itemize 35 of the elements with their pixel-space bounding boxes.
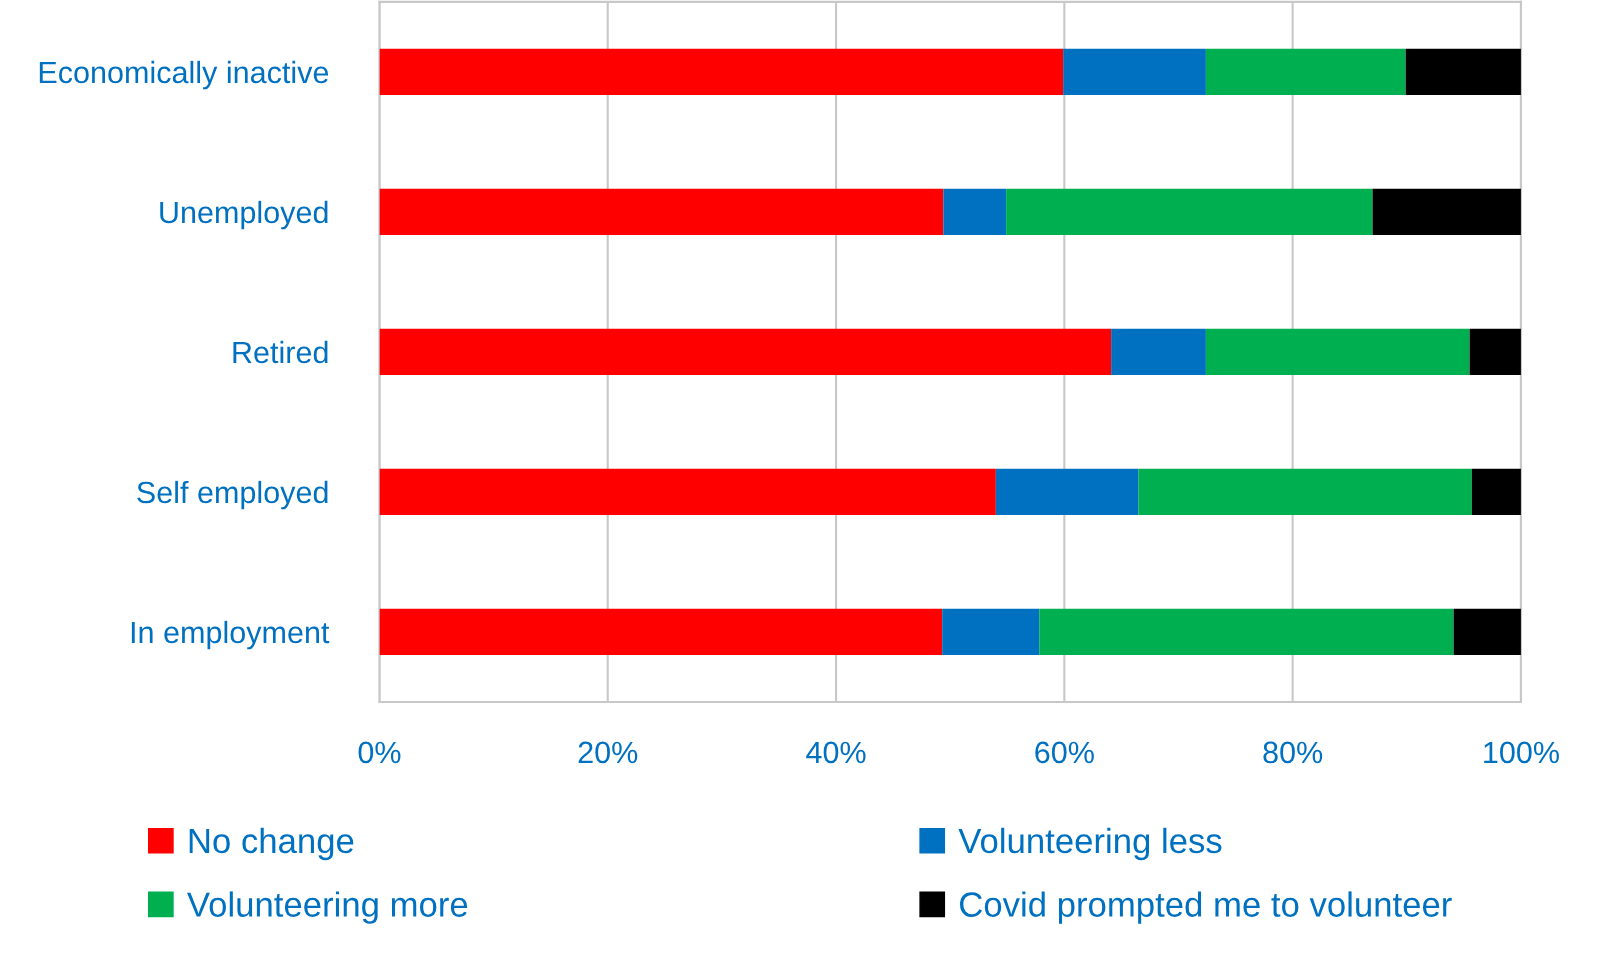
x-tick-label: 0%	[358, 741, 401, 764]
bar	[1205, 48, 1406, 96]
bar	[995, 468, 1139, 516]
x-tick-label: 60%	[1035, 741, 1094, 764]
x-tick-label: 80%	[1263, 741, 1323, 764]
x-tick-label: 40%	[806, 741, 866, 764]
bar	[1039, 608, 1454, 656]
legend-label: No change	[189, 827, 354, 861]
legend-label: Volunteering less	[958, 827, 1222, 861]
y-tick-label: Unemployed	[160, 200, 328, 230]
y-tick-label: Economically inactive	[39, 60, 329, 90]
bar	[1063, 48, 1206, 96]
bar	[1138, 468, 1472, 516]
y-tick-label: In employment	[131, 620, 330, 650]
x-tick-label: 100%	[1484, 741, 1559, 764]
bar	[1205, 328, 1470, 376]
bar	[379, 468, 996, 516]
y-tick-label: Self employed	[137, 480, 328, 510]
bar	[1471, 468, 1521, 516]
legend-label: Volunteering more	[187, 891, 468, 924]
bar	[943, 188, 1007, 236]
bar	[379, 328, 1112, 376]
bar	[1372, 188, 1521, 236]
bar	[1405, 48, 1521, 96]
bar	[1453, 608, 1521, 656]
bar	[379, 608, 943, 656]
bar	[379, 188, 944, 236]
legend-label: Covid prompted me to volunteer	[960, 891, 1452, 924]
bar	[1006, 188, 1373, 236]
bar	[1111, 328, 1206, 376]
bar	[1469, 328, 1521, 376]
x-tick-label: 20%	[578, 741, 638, 764]
bar	[942, 608, 1040, 656]
bar	[379, 48, 1064, 96]
y-tick-label: Retired	[233, 340, 328, 364]
